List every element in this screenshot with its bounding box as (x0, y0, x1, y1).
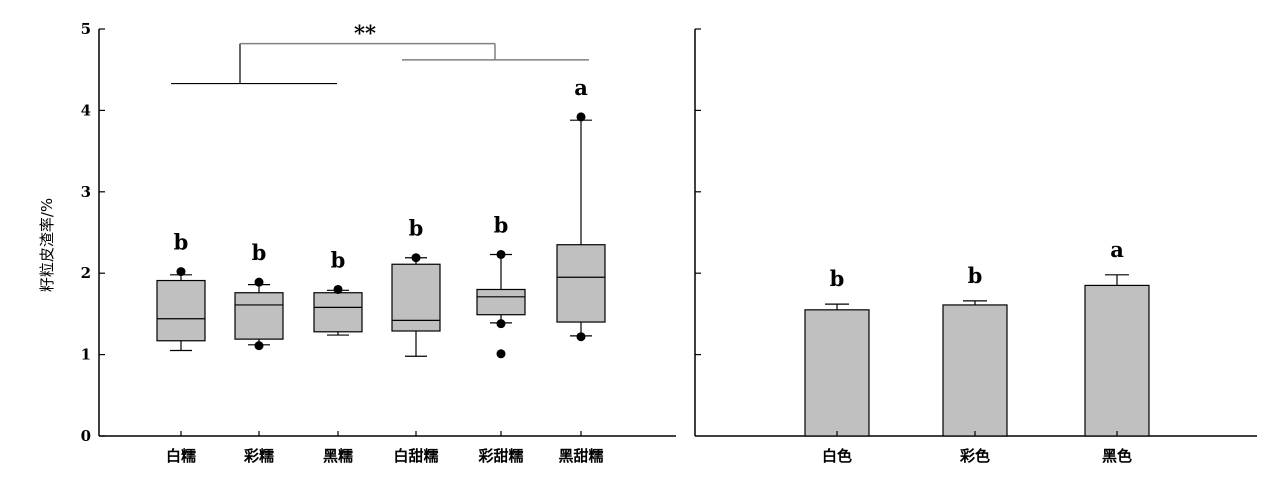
iqr-box (556, 244, 606, 323)
outlier-point (496, 249, 506, 259)
outlier-point (411, 253, 421, 263)
significance-letter: b (494, 212, 509, 237)
outlier-point (254, 341, 264, 351)
bar (942, 304, 1008, 437)
y-tick-label: 3 (81, 183, 91, 201)
y-tick-label: 0 (81, 427, 91, 445)
bar (1084, 284, 1150, 437)
significance-letter: a (574, 75, 588, 100)
box-3: b (313, 247, 363, 336)
significance-letter: b (968, 263, 983, 288)
x-tick-label: 彩甜糯 (477, 447, 523, 465)
x-tick-label: 白糯 (166, 447, 196, 465)
box-6: a (556, 75, 606, 342)
y-tick-label: 5 (81, 20, 91, 38)
box-plot-panel: 0 1 2 3 4 5 白糯 彩糯 黑糯 白甜糯 彩甜糯 黑甜糯 b b b b b a ** (81, 20, 676, 465)
outlier-point (333, 284, 343, 294)
outlier-point (496, 349, 506, 359)
box-2: b (234, 240, 284, 351)
x-tick-label: 彩色 (959, 447, 990, 465)
box-5: b (476, 212, 526, 359)
bar-3: a (1084, 237, 1150, 437)
y-tick-label: 2 (81, 264, 91, 282)
outlier-point (254, 277, 264, 287)
outlier-point (576, 112, 586, 122)
y-axis-label: 籽粒皮渣率/% (38, 198, 56, 292)
y-tick-label: 1 (81, 346, 91, 364)
y-tick-label: 4 (81, 101, 91, 119)
x-tick-label: 彩糯 (243, 447, 274, 465)
iqr-box (156, 279, 206, 342)
significance-letter: a (1110, 237, 1124, 262)
significance-letter: b (830, 266, 845, 291)
significance-letter: b (331, 247, 346, 272)
x-tick-label: 白色 (822, 447, 852, 465)
significance-letter: b (409, 216, 424, 241)
outlier-point (176, 267, 186, 277)
bar-chart-panel: b 白色 b 彩色 a 黑色 (694, 28, 1257, 465)
bracket-significance-label: ** (354, 21, 376, 46)
iqr-box (313, 292, 363, 333)
significance-letter: b (252, 240, 267, 265)
outlier-point (496, 319, 506, 329)
outlier-point (576, 332, 586, 342)
x-tick-label: 黑糯 (323, 447, 353, 465)
box-1: b (156, 230, 206, 352)
x-tick-label: 黑色 (1102, 447, 1132, 465)
iqr-box (476, 288, 526, 316)
bar-2: b (942, 263, 1008, 437)
bar (804, 309, 870, 437)
x-tick-label: 白甜糯 (393, 447, 438, 465)
box-4: b (391, 216, 441, 357)
x-tick-label: 黑甜糯 (558, 447, 603, 465)
bar-1: b (804, 266, 870, 437)
significance-letter: b (174, 230, 189, 255)
iqr-box (234, 292, 284, 340)
